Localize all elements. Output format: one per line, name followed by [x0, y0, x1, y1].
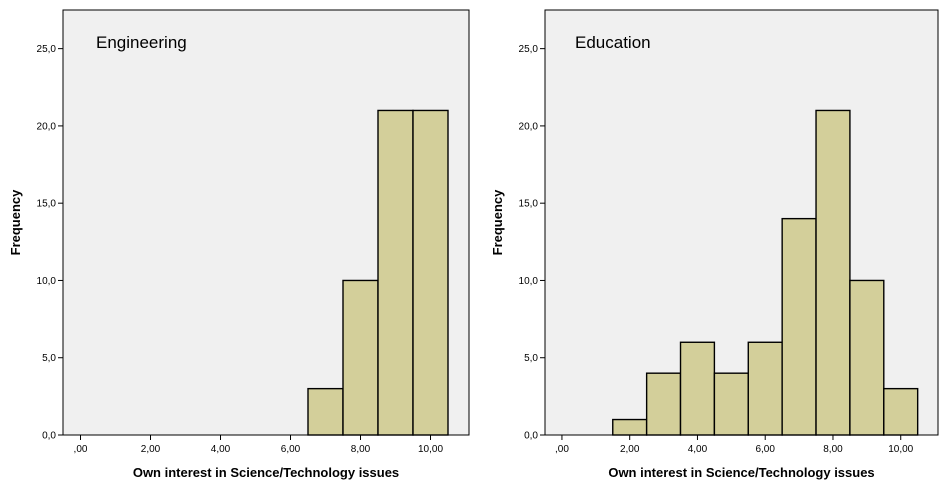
y-tick-label: 10,0 — [519, 276, 539, 287]
x-tick-label: 10,00 — [418, 444, 443, 455]
y-tick-label: 10,0 — [37, 276, 57, 287]
x-tick-label: 8,00 — [823, 444, 843, 455]
chart-panel-education: 0,0 5,0 10,0 15,0 20,0 25,0 ,00 2,00 4,00 6,00 8,0… — [490, 9, 939, 480]
y-tick-label: 15,0 — [37, 199, 57, 210]
chart-title: Engineering — [96, 33, 187, 52]
histogram-bar — [849, 279, 885, 436]
x-tick-label: 6,00 — [281, 444, 301, 455]
y-tick-label: 5,0 — [524, 353, 538, 364]
histogram-bar — [377, 109, 414, 436]
x-axis-label: Own interest in Science/Technology issue… — [608, 465, 874, 480]
histogram-bar — [815, 109, 851, 436]
x-tick-label: ,00 — [74, 444, 88, 455]
histogram-bar — [883, 387, 919, 436]
y-tick-label: 20,0 — [37, 121, 57, 132]
x-tick-label: 6,00 — [755, 444, 775, 455]
x-tick-label: 8,00 — [351, 444, 371, 455]
histogram-bar — [412, 109, 449, 436]
histogram-bar — [342, 279, 379, 436]
histogram-bar — [781, 217, 817, 436]
y-axis-label: Frequency — [490, 189, 505, 256]
y-tick-label: 25,0 — [519, 44, 539, 55]
histogram-bar — [612, 418, 648, 436]
y-tick-label: 20,0 — [519, 121, 539, 132]
histogram-bar — [307, 387, 344, 436]
x-tick-label: 4,00 — [211, 444, 231, 455]
histogram-bar — [713, 372, 749, 436]
y-tick-label: 0,0 — [42, 431, 56, 442]
y-tick-label: 0,0 — [524, 431, 538, 442]
histogram-bar — [679, 341, 716, 436]
x-tick-label: 4,00 — [688, 444, 708, 455]
x-axis-label: Own interest in Science/Technology issue… — [133, 465, 399, 480]
x-tick-label: ,00 — [555, 444, 569, 455]
y-tick-label: 5,0 — [42, 353, 56, 364]
histogram-bar — [747, 341, 783, 436]
chart-panel-engineering: 0,0 5,0 10,0 15,0 20,0 25,0 ,00 2,00 4,00 6,00 8,0… — [8, 9, 470, 480]
y-tick-label: 25,0 — [37, 44, 57, 55]
histogram-bar — [645, 372, 682, 436]
x-tick-label: 10,00 — [888, 444, 913, 455]
y-tick-label: 15,0 — [519, 199, 539, 210]
chart-title: Education — [575, 33, 651, 52]
x-tick-label: 2,00 — [620, 444, 640, 455]
y-axis-label: Frequency — [8, 189, 23, 256]
x-tick-label: 2,00 — [141, 444, 161, 455]
